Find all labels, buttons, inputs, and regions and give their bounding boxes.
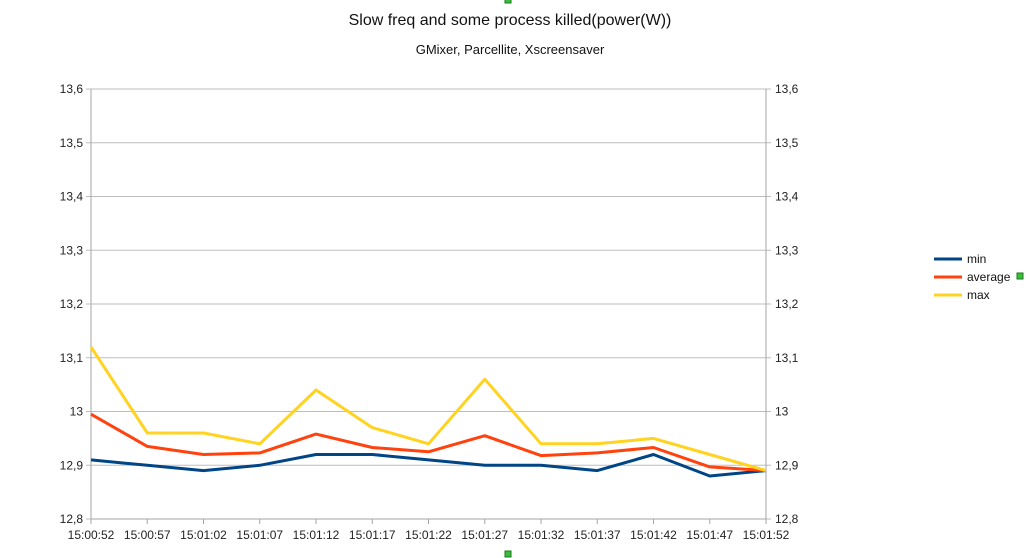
gridlines [86, 88, 771, 520]
x-tick-label: 15:01:17 [349, 528, 396, 542]
x-tick-label: 15:01:42 [630, 528, 677, 542]
chart-subtitle: GMixer, Parcellite, Xscreensaver [416, 42, 605, 57]
y-tick-label-left: 13,3 [60, 243, 84, 257]
legend-label-average: average [967, 270, 1011, 284]
x-tick-label: 15:01:22 [405, 528, 452, 542]
selection-handle[interactable] [1016, 272, 1024, 280]
legend-label-max: max [967, 288, 990, 302]
y-tick-label-left: 12,9 [60, 458, 84, 472]
x-tick-label: 15:00:52 [68, 528, 115, 542]
y-tick-label-right: 13,6 [775, 82, 799, 96]
y-tick-label-right: 13,1 [775, 351, 799, 365]
x-tick-label: 15:00:57 [124, 528, 171, 542]
y-tick-label-left: 13,1 [60, 351, 84, 365]
axes: 12,8 12,8 12,9 12,9 13 13 13,1 13,1 13,2 13,2 13,3… [60, 82, 799, 542]
y-tick-label-left: 13,2 [60, 297, 84, 311]
y-tick-label-right: 13,2 [775, 297, 799, 311]
y-tick-label-right: 13,3 [775, 243, 799, 257]
x-tick-label: 15:01:07 [236, 528, 283, 542]
series-line-average [90, 412, 767, 473]
y-tick-label-left: 13,5 [60, 136, 84, 150]
series-line-min [90, 453, 767, 478]
legend: min average max [934, 252, 1011, 302]
y-tick-label-left: 13 [70, 405, 84, 419]
x-tick-label: 15:01:37 [574, 528, 621, 542]
legend-label-min: min [967, 252, 986, 266]
x-tick-label: 15:01:02 [180, 528, 227, 542]
selection-handle[interactable] [504, 0, 512, 4]
x-tick-label: 15:01:27 [461, 528, 508, 542]
series-line-max [89, 346, 767, 473]
y-tick-label-left: 13,6 [60, 82, 84, 96]
y-tick-label-right: 13,5 [775, 136, 799, 150]
y-tick-label-right: 13 [775, 405, 789, 419]
x-tick-label: 15:01:12 [293, 528, 340, 542]
series-lines [89, 346, 767, 478]
y-tick-label-right: 12,8 [775, 512, 799, 526]
y-tick-label-right: 12,9 [775, 458, 799, 472]
y-tick-label-right: 13,4 [775, 190, 799, 204]
x-tick-label: 15:01:52 [743, 528, 790, 542]
y-tick-label-left: 13,4 [60, 190, 84, 204]
selection-handle[interactable] [504, 550, 512, 558]
x-tick-label: 15:01:32 [518, 528, 565, 542]
x-tick-label: 15:01:47 [686, 528, 733, 542]
y-tick-label-left: 12,8 [60, 512, 84, 526]
chart-title: Slow freq and some process killed(power(… [349, 12, 672, 29]
selection-handles [504, 0, 1024, 558]
